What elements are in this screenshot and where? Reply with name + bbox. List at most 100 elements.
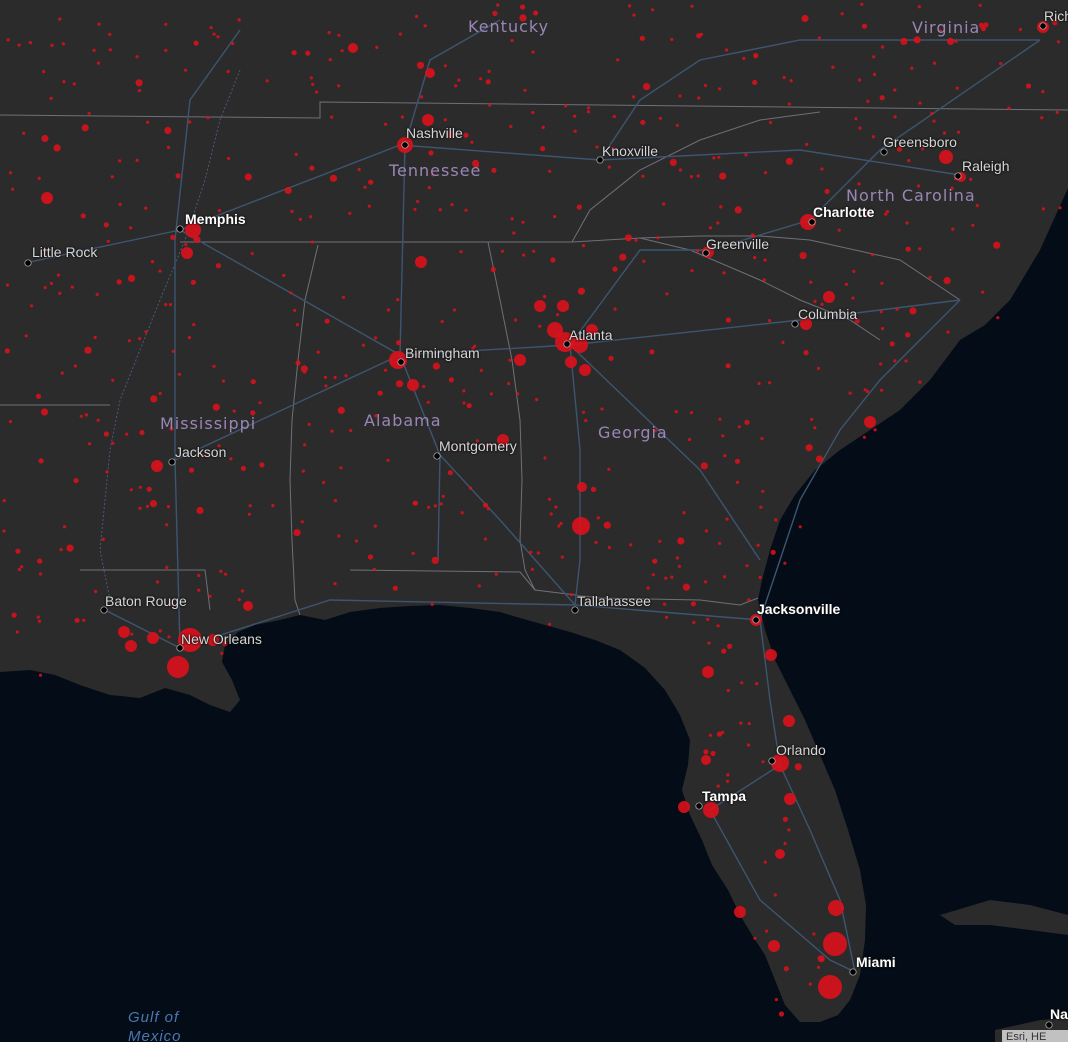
population-symbol[interactable] bbox=[309, 76, 313, 80]
population-symbol[interactable] bbox=[595, 145, 599, 149]
city-label-memphis[interactable]: Memphis bbox=[185, 211, 246, 227]
population-symbol[interactable] bbox=[84, 413, 88, 417]
city-label-atlanta[interactable]: Atlanta bbox=[569, 327, 613, 343]
population-symbol[interactable] bbox=[48, 196, 52, 200]
population-symbol[interactable] bbox=[664, 615, 669, 620]
population-symbol[interactable] bbox=[250, 251, 254, 256]
population-symbol[interactable] bbox=[247, 512, 251, 516]
population-symbol[interactable] bbox=[207, 634, 219, 646]
population-symbol[interactable] bbox=[87, 442, 92, 446]
population-symbol[interactable] bbox=[719, 172, 727, 180]
population-symbol[interactable] bbox=[817, 36, 822, 40]
population-symbol[interactable] bbox=[217, 444, 221, 448]
population-symbol[interactable] bbox=[324, 318, 330, 324]
population-symbol[interactable] bbox=[757, 381, 761, 386]
population-symbol[interactable] bbox=[494, 572, 498, 576]
population-symbol[interactable] bbox=[782, 816, 789, 823]
population-symbol[interactable] bbox=[448, 377, 454, 383]
city-dot-memphis[interactable] bbox=[176, 225, 184, 233]
population-symbol[interactable] bbox=[337, 33, 341, 37]
population-symbol[interactable] bbox=[61, 42, 65, 46]
population-symbol[interactable] bbox=[864, 416, 876, 428]
population-symbol[interactable] bbox=[710, 750, 716, 757]
population-symbol[interactable] bbox=[192, 323, 196, 327]
population-symbol[interactable] bbox=[918, 101, 922, 105]
population-symbol[interactable] bbox=[413, 207, 417, 211]
population-symbol[interactable] bbox=[895, 307, 899, 311]
population-symbol[interactable] bbox=[955, 86, 959, 90]
population-symbol[interactable] bbox=[787, 828, 791, 832]
population-symbol[interactable] bbox=[559, 521, 563, 526]
population-symbol[interactable] bbox=[5, 283, 10, 287]
population-symbol[interactable] bbox=[703, 83, 708, 88]
population-symbol[interactable] bbox=[108, 32, 112, 37]
population-symbol[interactable] bbox=[357, 167, 361, 172]
population-symbol[interactable] bbox=[367, 204, 371, 208]
population-symbol[interactable] bbox=[662, 202, 666, 206]
population-symbol[interactable] bbox=[696, 174, 700, 178]
city-dot-raleigh[interactable] bbox=[954, 172, 962, 180]
population-symbol[interactable] bbox=[726, 773, 730, 777]
population-symbol[interactable] bbox=[678, 168, 683, 172]
population-symbol[interactable] bbox=[885, 210, 890, 214]
population-symbol[interactable] bbox=[733, 793, 738, 797]
population-symbol[interactable] bbox=[576, 204, 582, 210]
population-symbol[interactable] bbox=[712, 156, 716, 160]
population-symbol[interactable] bbox=[147, 632, 159, 644]
population-symbol[interactable] bbox=[513, 318, 518, 322]
population-symbol[interactable] bbox=[697, 96, 701, 100]
population-symbol[interactable] bbox=[866, 389, 870, 394]
population-symbol[interactable] bbox=[24, 334, 28, 338]
population-symbol[interactable] bbox=[428, 150, 434, 156]
population-symbol[interactable] bbox=[581, 244, 586, 248]
population-symbol[interactable] bbox=[554, 505, 558, 509]
population-symbol[interactable] bbox=[910, 66, 914, 70]
population-symbol[interactable] bbox=[879, 310, 883, 314]
population-symbol[interactable] bbox=[798, 525, 802, 529]
population-symbol[interactable] bbox=[87, 111, 91, 115]
population-symbol[interactable] bbox=[706, 617, 710, 622]
population-symbol[interactable] bbox=[500, 249, 504, 253]
population-symbol[interactable] bbox=[717, 155, 721, 159]
population-symbol[interactable] bbox=[801, 14, 809, 23]
population-symbol[interactable] bbox=[872, 55, 876, 59]
population-symbol[interactable] bbox=[619, 253, 627, 261]
population-symbol[interactable] bbox=[177, 372, 181, 376]
population-symbol[interactable] bbox=[433, 504, 437, 508]
city-dot-knoxville[interactable] bbox=[596, 156, 604, 164]
population-symbol[interactable] bbox=[2, 529, 6, 533]
population-symbol[interactable] bbox=[291, 50, 297, 56]
city-label-miami[interactable]: Miami bbox=[856, 954, 896, 970]
population-symbol[interactable] bbox=[118, 202, 122, 206]
city-label-montgomery[interactable]: Montgomery bbox=[439, 438, 517, 454]
population-symbol[interactable] bbox=[411, 551, 415, 556]
population-symbol[interactable] bbox=[652, 558, 658, 564]
population-symbol[interactable] bbox=[761, 489, 765, 493]
population-symbol[interactable] bbox=[73, 478, 79, 484]
population-symbol[interactable] bbox=[188, 120, 192, 124]
population-symbol[interactable] bbox=[243, 601, 253, 611]
population-symbol[interactable] bbox=[301, 469, 305, 473]
population-symbol[interactable] bbox=[150, 395, 158, 403]
population-symbol[interactable] bbox=[920, 147, 925, 151]
city-dot-nashville[interactable] bbox=[401, 141, 409, 149]
population-symbol[interactable] bbox=[653, 429, 658, 433]
population-symbol[interactable] bbox=[716, 731, 723, 737]
city-label-na[interactable]: Na bbox=[1050, 1006, 1068, 1022]
population-symbol[interactable] bbox=[175, 173, 181, 179]
population-symbol[interactable] bbox=[579, 364, 591, 376]
population-symbol[interactable] bbox=[634, 238, 638, 242]
population-symbol[interactable] bbox=[543, 294, 547, 299]
population-symbol[interactable] bbox=[192, 223, 196, 227]
population-symbol[interactable] bbox=[479, 77, 483, 81]
population-symbol[interactable] bbox=[1025, 83, 1032, 89]
population-symbol[interactable] bbox=[800, 318, 812, 330]
population-symbol[interactable] bbox=[690, 601, 697, 607]
population-symbol[interactable] bbox=[603, 521, 611, 529]
population-symbol[interactable] bbox=[206, 116, 210, 120]
population-symbol[interactable] bbox=[398, 32, 402, 36]
population-symbol[interactable] bbox=[145, 504, 150, 508]
population-symbol[interactable] bbox=[665, 292, 669, 296]
population-symbol[interactable] bbox=[323, 375, 328, 379]
